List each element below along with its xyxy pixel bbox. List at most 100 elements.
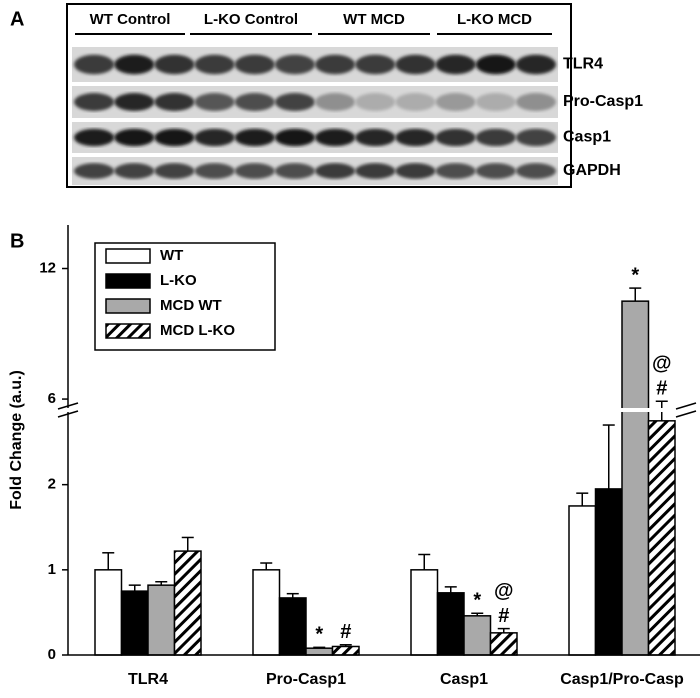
blot-band <box>154 93 195 111</box>
blot-band <box>515 128 557 147</box>
legend-label: WT <box>160 247 183 264</box>
legend-swatch <box>105 248 151 264</box>
significance-mark: # <box>498 605 509 627</box>
axis-break-mark <box>57 410 79 418</box>
blot-band <box>315 93 356 111</box>
blot-band <box>74 54 115 75</box>
panel-label: A <box>10 8 24 30</box>
legend-swatch <box>105 273 151 289</box>
x-tick-label: Casp1/Pro-Casp <box>560 671 684 688</box>
row-label: Pro-Casp1 <box>563 93 643 110</box>
blot-band <box>234 54 275 75</box>
blot-band <box>74 93 115 111</box>
y-tick-label: 2 <box>48 476 56 493</box>
group-label: WT Control <box>90 11 171 28</box>
significance-mark: # <box>656 378 667 400</box>
blot-band <box>355 163 396 179</box>
blot-band <box>315 128 356 147</box>
blot-band <box>114 54 155 75</box>
blot-band <box>114 128 155 147</box>
x-tick-label: Casp1 <box>440 671 488 688</box>
blot-band <box>274 128 315 147</box>
legend-swatch <box>105 298 151 314</box>
blot-band <box>475 128 516 147</box>
western-blot-panel: A WT Control L-KO Control WT MCD L-KO MCD TL… <box>10 3 643 188</box>
blot-band <box>395 54 436 75</box>
blot-band <box>475 93 516 111</box>
blot-band <box>154 163 195 179</box>
blot-band <box>114 163 155 179</box>
bar <box>463 615 492 656</box>
panel-label: B <box>10 230 24 252</box>
significance-mark: # <box>340 621 351 643</box>
bar <box>94 569 123 656</box>
axis-break-mark <box>675 402 697 410</box>
blot-band <box>435 163 476 179</box>
blot-band <box>234 128 275 147</box>
row-label: Casp1 <box>563 129 611 146</box>
blot-band <box>194 93 235 111</box>
significance-mark: * <box>315 624 323 646</box>
y-tick-label: 12 <box>39 259 56 276</box>
bar <box>147 584 176 656</box>
blot-band <box>274 93 315 111</box>
significance-mark: @ <box>494 580 514 602</box>
significance-mark: * <box>473 590 481 612</box>
blot-band <box>435 128 476 147</box>
legend-swatch <box>105 323 151 339</box>
blot-band <box>74 128 115 147</box>
legend-label: MCD L-KO <box>160 322 235 339</box>
blot-band <box>315 54 356 75</box>
blot-band <box>234 163 275 179</box>
bar <box>410 569 439 656</box>
blot-band <box>355 128 396 147</box>
bar-chart-panel: B Fold Change (a.u.) TLR4 Pro-Casp1 * # Casp… <box>8 225 700 688</box>
bar <box>173 550 202 656</box>
blot-band <box>475 54 516 75</box>
blot-band <box>355 93 396 111</box>
blot-band <box>315 163 356 179</box>
y-tick-label: 1 <box>48 561 56 578</box>
significance-mark: * <box>631 264 639 286</box>
blot-band <box>194 163 235 179</box>
row-label: TLR4 <box>563 56 603 73</box>
bar <box>278 597 307 656</box>
blot-band <box>154 54 195 75</box>
blot-band <box>515 93 557 111</box>
blot-band <box>194 128 235 147</box>
bar <box>120 590 149 656</box>
blot-band <box>475 163 516 179</box>
blot-band <box>395 163 436 179</box>
group-label: L-KO MCD <box>457 11 532 28</box>
blot-band <box>274 54 315 75</box>
group-label: WT MCD <box>343 11 405 28</box>
legend-label: L-KO <box>160 272 197 289</box>
blot-band <box>435 93 476 111</box>
blot-band <box>154 128 195 147</box>
blot-band <box>234 93 275 111</box>
significance-mark: @ <box>652 353 672 375</box>
axis-break-mark <box>57 402 79 410</box>
blot-band <box>435 54 476 75</box>
blot-band <box>74 163 115 179</box>
axis-break-mark <box>675 410 697 418</box>
blot-band <box>515 163 557 179</box>
y-axis-label: Fold Change (a.u.) <box>8 370 25 510</box>
group-label: L-KO Control <box>204 11 298 28</box>
bar <box>252 569 281 656</box>
y-tick-label: 0 <box>48 646 56 663</box>
bar <box>647 420 676 656</box>
row-label: GAPDH <box>563 162 621 179</box>
blot-band <box>194 54 235 75</box>
blot-band <box>515 54 557 75</box>
bar <box>621 300 650 656</box>
bar <box>594 488 623 656</box>
legend-label: MCD WT <box>160 297 222 314</box>
axis-break-gap <box>60 408 700 412</box>
bar <box>489 632 518 656</box>
blot-band <box>355 54 396 75</box>
blot-band <box>395 128 436 147</box>
y-tick-label: 6 <box>48 390 56 407</box>
blot-band <box>114 93 155 111</box>
